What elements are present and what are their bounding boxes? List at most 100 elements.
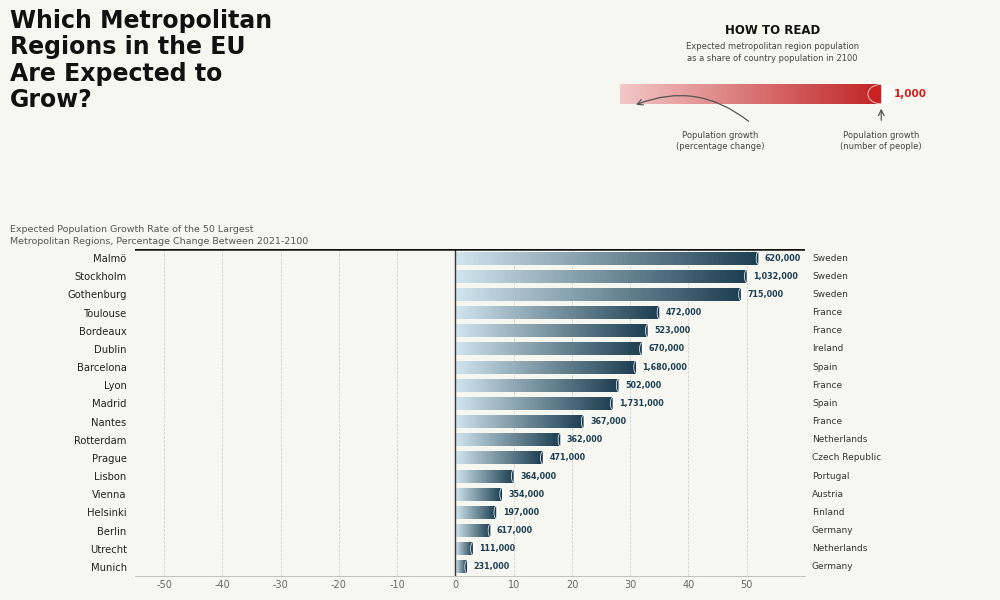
Bar (579, 324, 580, 337)
Bar (499, 270, 502, 283)
Bar (530, 397, 531, 410)
Text: Czech Republic: Czech Republic (812, 454, 881, 463)
Bar (603, 306, 605, 319)
Bar (487, 415, 489, 428)
Bar (558, 324, 560, 337)
Bar (552, 397, 554, 410)
Bar (582, 288, 584, 301)
Bar (476, 324, 478, 337)
Bar (605, 379, 606, 392)
Text: Expected metropolitan region population
as a share of country population in 2100: Expected metropolitan region population … (686, 42, 859, 63)
Bar (649, 84, 652, 104)
Bar (693, 288, 696, 301)
Bar (506, 379, 507, 392)
Bar (508, 397, 509, 410)
Text: Germany: Germany (812, 562, 854, 571)
Bar (464, 379, 465, 392)
Bar (553, 361, 555, 374)
Bar (605, 343, 606, 355)
Bar (868, 84, 871, 104)
Text: France: France (812, 417, 842, 426)
Bar (510, 343, 511, 355)
Bar (650, 270, 652, 283)
Bar (573, 415, 574, 428)
Bar (612, 343, 614, 355)
Bar (504, 361, 505, 374)
Bar (577, 270, 579, 283)
Bar (479, 306, 481, 319)
Circle shape (739, 289, 743, 301)
Wedge shape (500, 488, 502, 500)
Bar (589, 288, 591, 301)
Bar (633, 361, 635, 374)
Bar (583, 397, 584, 410)
Bar (736, 251, 738, 265)
Bar (589, 251, 592, 265)
Text: Sweden: Sweden (812, 272, 848, 281)
Bar (565, 361, 567, 374)
Bar (619, 343, 620, 355)
Bar (516, 343, 518, 355)
Bar (662, 84, 665, 104)
Bar (516, 397, 517, 410)
Bar (504, 379, 506, 392)
Bar (572, 397, 573, 410)
Bar (670, 84, 672, 104)
Bar (551, 306, 552, 319)
Bar (622, 324, 624, 337)
Bar (556, 343, 558, 355)
Bar (582, 251, 584, 265)
Bar (583, 415, 584, 428)
Bar (584, 288, 586, 301)
Bar (531, 361, 532, 374)
Bar (532, 361, 534, 374)
Bar (537, 324, 539, 337)
Bar (667, 288, 670, 301)
Bar (548, 288, 551, 301)
Bar (510, 415, 511, 428)
Bar (672, 288, 674, 301)
Bar (695, 251, 698, 265)
Bar (615, 361, 616, 374)
Bar (564, 343, 566, 355)
Bar (499, 324, 500, 337)
Bar (624, 306, 625, 319)
Bar (708, 270, 710, 283)
Circle shape (541, 452, 545, 464)
Text: HOW TO READ: HOW TO READ (725, 24, 820, 37)
Bar (466, 361, 467, 374)
Bar (525, 397, 526, 410)
Bar (562, 288, 565, 301)
Bar (620, 84, 623, 104)
Bar (574, 270, 577, 283)
Bar (704, 84, 706, 104)
Bar (596, 397, 597, 410)
Bar (587, 343, 589, 355)
Bar (534, 251, 536, 265)
Bar (567, 343, 569, 355)
Bar (502, 324, 504, 337)
Bar (566, 397, 567, 410)
Bar (624, 324, 625, 337)
Bar (705, 288, 708, 301)
Bar (484, 288, 486, 301)
Bar (549, 379, 551, 392)
Bar (722, 270, 725, 283)
Bar (668, 251, 670, 265)
Bar (620, 251, 622, 265)
Bar (571, 306, 573, 319)
Bar (515, 415, 516, 428)
Bar (564, 415, 565, 428)
Bar (515, 306, 517, 319)
Bar (622, 361, 624, 374)
Bar (581, 343, 583, 355)
Bar (458, 379, 460, 392)
Bar (492, 270, 494, 283)
Bar (636, 288, 639, 301)
Bar (522, 361, 523, 374)
Circle shape (558, 434, 562, 446)
Bar (496, 397, 497, 410)
Bar (524, 324, 526, 337)
Bar (619, 361, 621, 374)
Bar (483, 379, 484, 392)
